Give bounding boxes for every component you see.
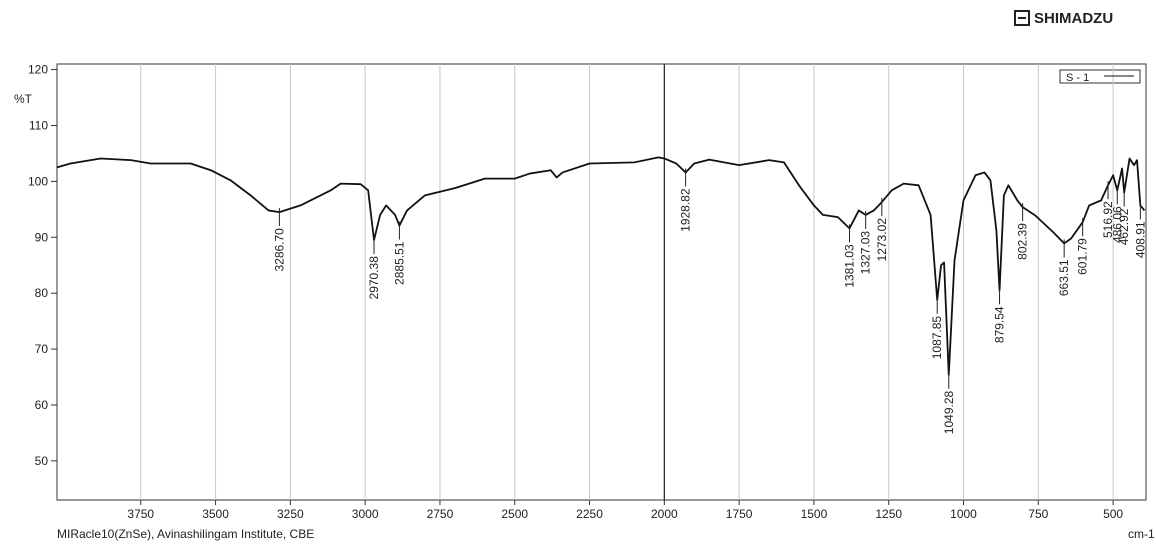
peak-label: 1273.02 — [875, 218, 889, 262]
peak-label: 2970.38 — [367, 256, 381, 300]
peak-label: 1087.85 — [930, 316, 944, 360]
x-tick-label: 3500 — [202, 507, 229, 521]
brand-logo: SHIMADZU — [1014, 10, 1113, 27]
peak-label: 3286.70 — [272, 228, 286, 272]
brand: SHIMADZU — [1034, 10, 1113, 27]
y-tick-label: 80 — [35, 286, 49, 300]
x-tick-label: 1500 — [801, 507, 828, 521]
x-tick-label: 3250 — [277, 507, 304, 521]
y-tick-label: 110 — [29, 118, 48, 132]
x-tick-label: 1000 — [950, 507, 977, 521]
y-axis-label: %T — [14, 92, 33, 106]
spectrum-line — [56, 156, 1146, 376]
peak-label: 601.79 — [1076, 238, 1090, 275]
peak-label: 516.92 — [1101, 201, 1115, 238]
peak-label: 408.91 — [1133, 221, 1147, 258]
x-tick-label: 2750 — [427, 507, 454, 521]
x-tick-label: 2000 — [651, 507, 678, 521]
peak-label: 1928.82 — [679, 188, 693, 232]
plot-frame — [56, 63, 1147, 501]
peak-label: 462.92 — [1117, 208, 1131, 245]
peak-label: 486.06 — [1110, 206, 1124, 243]
peak-label: 1381.03 — [843, 244, 857, 288]
x-axis-label: cm-1 — [1128, 527, 1155, 541]
y-tick-label: 60 — [35, 398, 49, 412]
y-tick-label: 120 — [28, 63, 48, 77]
y-tick-label: 90 — [35, 230, 49, 244]
y-tick-label: 100 — [28, 174, 48, 188]
y-tick-label: 50 — [35, 454, 49, 468]
legend-label: S - 1 — [1066, 72, 1089, 84]
peak-label: 1049.28 — [942, 390, 956, 434]
peak-label: 879.54 — [993, 306, 1007, 343]
x-tick-label: 3000 — [352, 507, 379, 521]
x-tick-label: 1250 — [875, 507, 902, 521]
y-tick-label: 70 — [35, 342, 49, 356]
x-tick-label: 750 — [1028, 507, 1048, 521]
x-tick-label: 500 — [1103, 507, 1123, 521]
peak-label: 663.51 — [1057, 259, 1071, 296]
instrument-note: MIRacle10(ZnSe), Avinashilingam Institut… — [57, 527, 314, 541]
peak-label: 2885.51 — [392, 241, 406, 285]
legend-box — [1059, 69, 1141, 84]
x-tick-label: 3750 — [127, 507, 154, 521]
peak-label: 1327.03 — [859, 231, 873, 275]
x-tick-label: 1750 — [726, 507, 753, 521]
x-tick-label: 2250 — [576, 507, 603, 521]
peak-label: 802.39 — [1016, 223, 1030, 260]
x-tick-label: 2500 — [501, 507, 528, 521]
